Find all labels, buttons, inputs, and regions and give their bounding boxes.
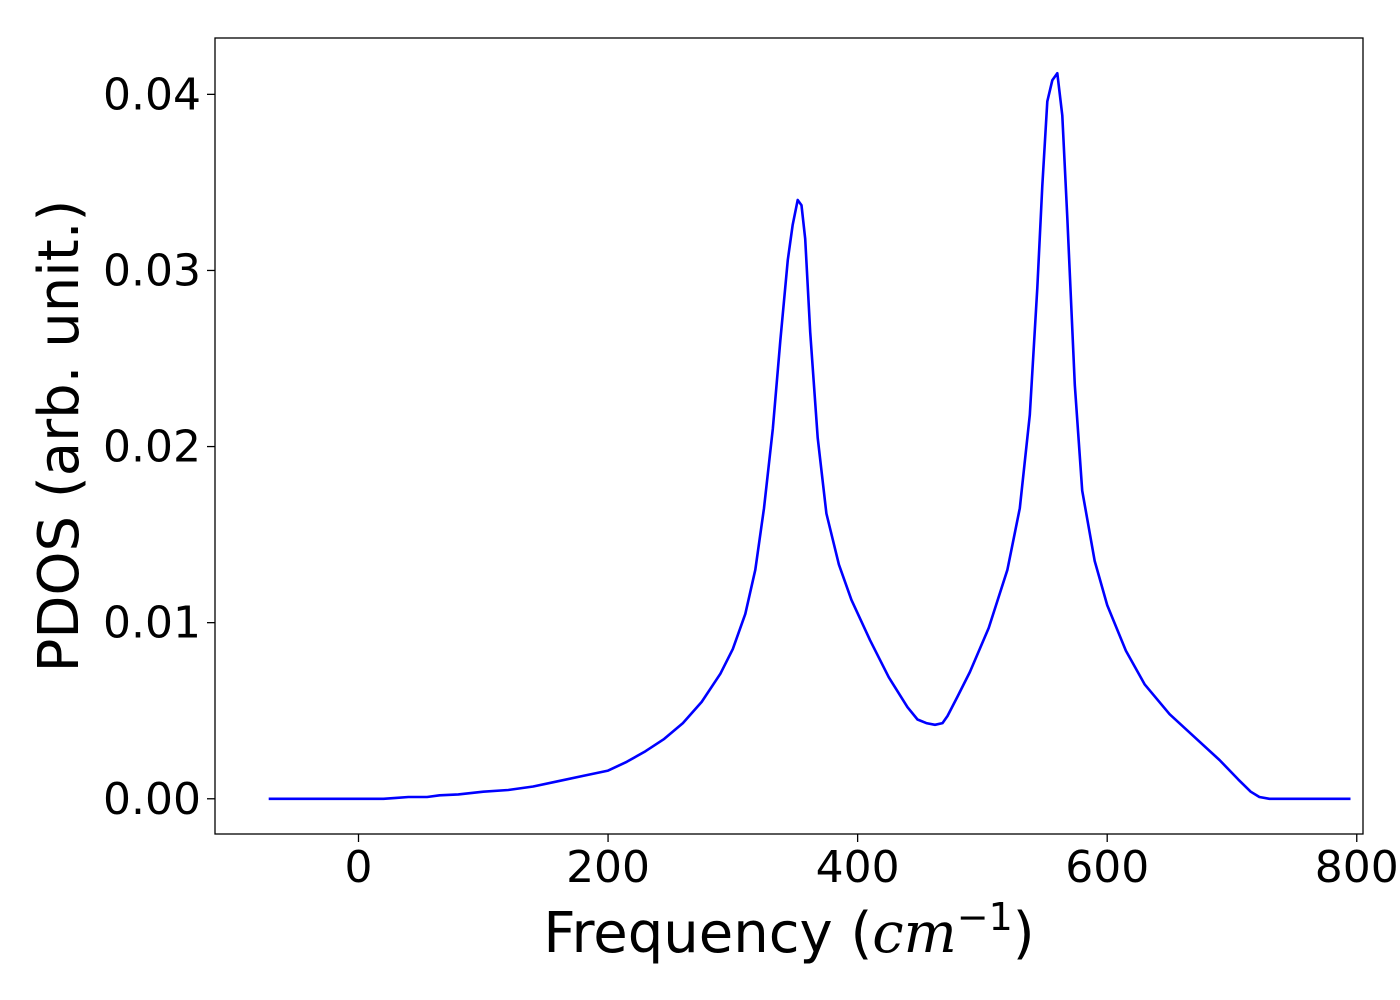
y-tick-label: 0.04 (103, 69, 201, 120)
x-tick-label: 200 (566, 842, 650, 893)
pdos-series-line (268, 71, 1351, 801)
x-axis-label: Frequency (cm−1) (543, 895, 1034, 966)
y-axis: 0.00 0.01 0.02 0.03 0.04 (103, 69, 215, 825)
y-tick-label: 0.00 (103, 774, 201, 825)
x-axis: 0 200 400 600 800 (345, 834, 1399, 893)
x-tick-label: 0 (345, 842, 373, 893)
y-tick-label: 0.01 (103, 598, 201, 649)
plot-frame (214, 37, 1364, 835)
x-tick-label: 600 (1065, 842, 1149, 893)
y-axis-label: PDOS (arb. unit.) (27, 200, 92, 673)
y-tick-label: 0.03 (103, 245, 201, 296)
x-tick-label: 800 (1315, 842, 1399, 893)
y-tick-label: 0.02 (103, 422, 201, 473)
x-tick-label: 400 (816, 842, 900, 893)
